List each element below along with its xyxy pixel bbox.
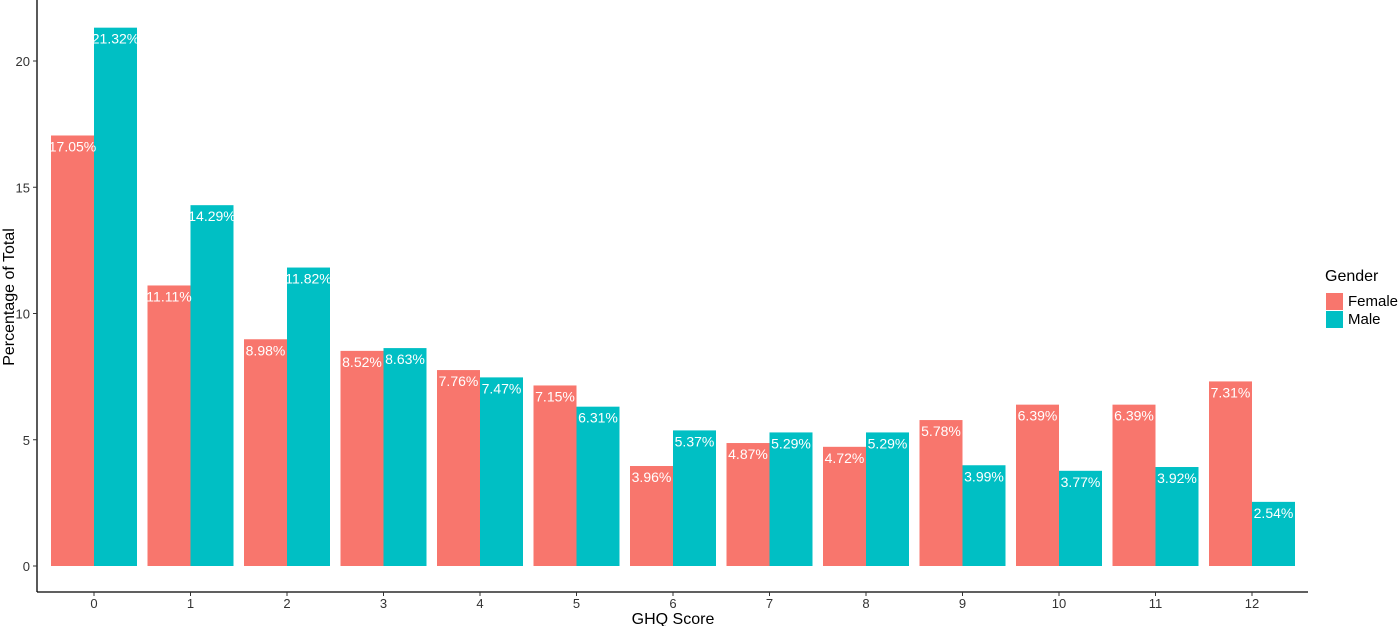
legend-label-female: Female: [1348, 292, 1399, 310]
data-label-female-7: 4.87%: [728, 446, 768, 462]
data-label-male-4: 7.47%: [482, 380, 522, 396]
legend-key-male: [1326, 310, 1343, 328]
data-label-female-11: 6.39%: [1114, 408, 1154, 424]
x-tick-label: 6: [669, 596, 676, 611]
y-ticks-layer: 0 5 10 15 20: [16, 54, 37, 574]
data-label-female-9: 5.78%: [921, 423, 961, 439]
x-tick-label: 2: [283, 596, 290, 611]
bars-layer: [51, 27, 1295, 567]
bar-male-1: [190, 205, 234, 567]
legend-item-female: Female: [1322, 292, 1398, 310]
legend-key-female: [1326, 292, 1343, 310]
data-label-male-2: 11.82%: [285, 271, 331, 287]
bar-female-10: [1016, 404, 1059, 566]
legend-label-male: Male: [1348, 310, 1381, 328]
bar-male-7: [769, 432, 813, 566]
legend-title: Gender: [1325, 268, 1379, 285]
x-axis-title: GHQ Score: [632, 611, 715, 626]
bar-male-3: [383, 348, 427, 566]
data-label-male-6: 5.37%: [675, 433, 715, 449]
bar-labels-layer: 17.05% 21.32% 11.11% 14.29% 8.98% 11.82% 8.52%…: [49, 31, 1294, 521]
bar-male-0: [94, 27, 137, 567]
legend-item-male: Male: [1322, 310, 1398, 328]
x-tick-label: 5: [573, 596, 580, 611]
data-label-female-6: 3.96%: [632, 469, 672, 485]
bar-female-8: [823, 446, 866, 566]
data-label-female-3: 8.52%: [342, 354, 382, 370]
data-label-male-9: 3.99%: [964, 468, 1004, 484]
bar-male-2: [287, 267, 330, 566]
bar-male-9: [962, 465, 1006, 566]
data-label-female-0: 17.05%: [49, 138, 96, 154]
x-tick-label: 9: [959, 596, 966, 611]
data-label-male-1: 14.29%: [188, 208, 235, 224]
data-label-female-8: 4.72%: [825, 450, 865, 466]
data-label-male-3: 8.63%: [385, 351, 425, 367]
bar-female-11: [1112, 404, 1156, 566]
y-tick-label: 10: [16, 307, 30, 322]
x-tick-label: 3: [380, 596, 387, 611]
y-tick-label: 15: [16, 180, 30, 195]
data-label-male-8: 5.29%: [868, 435, 908, 451]
bar-male-8: [866, 432, 909, 566]
data-label-female-10: 6.39%: [1018, 408, 1058, 424]
bar-male-6: [673, 430, 716, 566]
bar-male-12: [1252, 501, 1295, 566]
bar-female-3: [340, 350, 384, 566]
x-tick-label: 4: [476, 596, 483, 611]
data-label-male-0: 21.32%: [92, 31, 139, 47]
bar-male-4: [480, 377, 523, 566]
data-label-male-5: 6.31%: [578, 410, 618, 426]
bar-male-5: [576, 406, 620, 566]
bar-female-9: [919, 420, 963, 566]
bar-female-7: [726, 443, 770, 566]
y-axis-title: Percentage of Total: [1, 228, 18, 366]
data-label-male-10: 3.77%: [1061, 474, 1101, 490]
y-tick-label: 0: [23, 559, 30, 574]
data-label-male-7: 5.29%: [771, 435, 811, 451]
x-tick-label: 10: [1052, 596, 1066, 611]
x-tick-label: 12: [1245, 596, 1259, 611]
data-label-female-2: 8.98%: [246, 342, 286, 358]
data-label-female-5: 7.15%: [535, 388, 575, 404]
bar-female-0: [51, 135, 94, 567]
x-ticks-layer: 0 1 2 3 4 5 6 7 8 9 10 11 12: [90, 592, 1259, 611]
data-label-male-12: 2.54%: [1254, 505, 1294, 521]
data-label-male-11: 3.92%: [1157, 470, 1197, 486]
bar-female-4: [437, 370, 480, 566]
bar-female-5: [533, 385, 577, 566]
x-tick-label: 11: [1149, 596, 1163, 611]
bar-female-12: [1209, 381, 1252, 566]
bar-male-10: [1059, 470, 1102, 566]
data-label-female-1: 11.11%: [146, 288, 191, 304]
bar-female-1: [147, 285, 191, 566]
y-tick-label: 20: [16, 54, 30, 69]
x-tick-label: 7: [766, 596, 773, 611]
y-tick-label: 5: [23, 433, 30, 448]
x-tick-label: 0: [90, 596, 97, 611]
data-label-female-4: 7.76%: [439, 373, 479, 389]
bar-male-11: [1155, 467, 1199, 566]
x-tick-label: 8: [862, 596, 869, 611]
legend: Gender Female Male: [1322, 268, 1398, 328]
bar-female-2: [244, 339, 287, 566]
x-tick-label: 1: [187, 596, 194, 611]
data-label-female-12: 7.31%: [1211, 384, 1251, 400]
bar-female-6: [630, 466, 673, 566]
